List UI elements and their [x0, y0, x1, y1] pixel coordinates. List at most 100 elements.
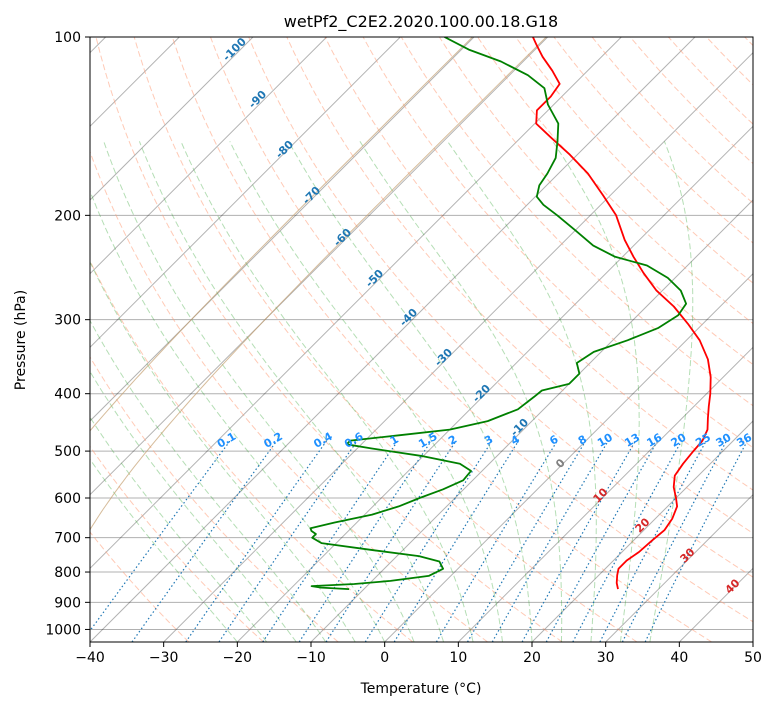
x-tick-label: −20 [223, 650, 253, 666]
x-tick-label: 30 [597, 650, 615, 666]
dry-adiabat-line [553, 37, 753, 244]
isotherm-lines [90, 37, 753, 642]
plot-area: -100-90-80-70-60-50-40-30-20-10010203040… [90, 35, 753, 642]
isotherm-line [457, 346, 753, 642]
mixing-ratio-line [644, 440, 748, 642]
moist-adiabat-line [447, 141, 597, 642]
profile-line [309, 37, 687, 590]
profile-line [532, 37, 712, 590]
isotherm-line [90, 37, 328, 275]
mixing-ratio-line [572, 440, 683, 642]
mixing-ratio-label: 16 [644, 431, 664, 450]
y-tick-label: 100 [54, 30, 81, 46]
mixing-ratio-label: 6 [547, 433, 560, 448]
y-axis-ticks: 100 200 300 400 500 600 700 800 900 1000 [45, 30, 90, 638]
mixing-ratio-line [262, 440, 399, 642]
x-tick-label: 20 [523, 650, 541, 666]
y-tick-label: 800 [54, 565, 81, 581]
mixing-ratio-line [218, 440, 358, 642]
moist-adiabat-line [90, 189, 386, 642]
x-axis-label: Temperature (°C) [360, 681, 482, 697]
isotherm-label: -40 [397, 306, 420, 329]
moist-adiabat-line [359, 141, 563, 642]
tan-curve-lines [90, 37, 547, 531]
mixing-ratio-label: 3 [482, 433, 495, 448]
x-tick-label: −30 [149, 650, 179, 666]
moist-adiabat-line [103, 141, 415, 642]
plot-frame [89, 36, 754, 643]
dry-adiabat-line [90, 531, 190, 642]
isotherm-label: 20 [633, 515, 653, 535]
moist-adiabat-line [90, 260, 356, 642]
isotherm-line [752, 641, 753, 642]
isotherm-line [90, 37, 622, 570]
x-axis-ticks: −40 −30 −20 −10 0 10 20 30 40 50 [75, 642, 762, 666]
moist-adiabat-line [90, 416, 268, 642]
y-tick-label: 600 [54, 491, 81, 507]
y-tick-label: 300 [54, 313, 81, 329]
isotherm-label: -80 [273, 138, 296, 161]
dry-adiabat-line [477, 37, 753, 325]
mixing-ratio-lines [90, 440, 748, 642]
mixing-ratio-label: 0.2 [262, 430, 285, 451]
mixing-ratio-line [90, 440, 231, 632]
isotherm-label: 0 [553, 456, 568, 471]
pressure-gridlines [90, 37, 753, 630]
y-tick-label: 500 [54, 444, 81, 460]
isotherm-line [163, 51, 753, 642]
dry-adiabat-line [90, 259, 414, 642]
moist-adiabat-line [649, 141, 694, 642]
dry-adiabat-line [744, 37, 753, 47]
dry-adiabat-line [90, 150, 488, 642]
isotherm-line [90, 37, 401, 349]
mixing-ratio-line [521, 440, 637, 642]
moist-adiabat-line [552, 141, 640, 642]
dry-adiabat-line [133, 37, 638, 642]
dry-adiabat-line [90, 356, 339, 642]
tan-curve-line [90, 37, 547, 531]
isotherm-label: -70 [300, 184, 323, 207]
dry-adiabat-line [171, 37, 712, 642]
isotherm-label: 30 [678, 545, 698, 565]
mixing-ratio-line [185, 440, 328, 642]
x-tick-label: 40 [670, 650, 688, 666]
dry-adiabat-line [95, 37, 563, 642]
isotherm-label: -100 [220, 35, 249, 64]
moist-adiabat-line [90, 370, 297, 642]
y-tick-label: 900 [54, 595, 81, 611]
dry-adiabat-line [515, 37, 753, 284]
x-tick-label: −10 [296, 650, 326, 666]
moist-adiabat-line [288, 141, 533, 642]
mixing-ratio-label: 20 [669, 431, 689, 450]
profile-series [309, 37, 712, 590]
mixing-ratio-line [466, 440, 587, 642]
mixing-ratio-line [599, 440, 707, 642]
dry-adiabat-line [210, 37, 753, 623]
dry-adiabat-line [400, 37, 753, 407]
isotherm-line [384, 272, 753, 642]
dry-adiabat-line [248, 37, 753, 578]
mixing-ratio-label: 2 [446, 433, 459, 448]
isotherm-label: -90 [246, 88, 269, 111]
dry-adiabat-lines [90, 37, 753, 642]
mixing-ratio-label: 30 [714, 431, 734, 450]
y-axis-label: Pressure (hPa) [13, 290, 29, 390]
isotherm-line [90, 37, 475, 422]
x-tick-label: 10 [449, 650, 467, 666]
isotherm-label: 10 [591, 485, 611, 505]
isotherm-line [531, 420, 753, 642]
mixing-ratio-label: 10 [595, 431, 615, 450]
isotherm-label: -50 [363, 267, 386, 290]
chart-title: wetPf2_C2E2.2020.100.00.18.G18 [284, 12, 558, 32]
isotherm-line [90, 37, 254, 201]
y-tick-label: 1000 [45, 622, 81, 638]
isotherm-label: 40 [723, 576, 743, 596]
isotherm-line [605, 493, 753, 642]
mixing-ratio-line [435, 440, 558, 642]
moist-adiabat-line [138, 141, 445, 642]
x-tick-label: −40 [75, 650, 105, 666]
moist-adiabat-line [90, 319, 327, 642]
tan-curve-line [90, 37, 473, 432]
moist-adiabat-line [180, 141, 474, 642]
